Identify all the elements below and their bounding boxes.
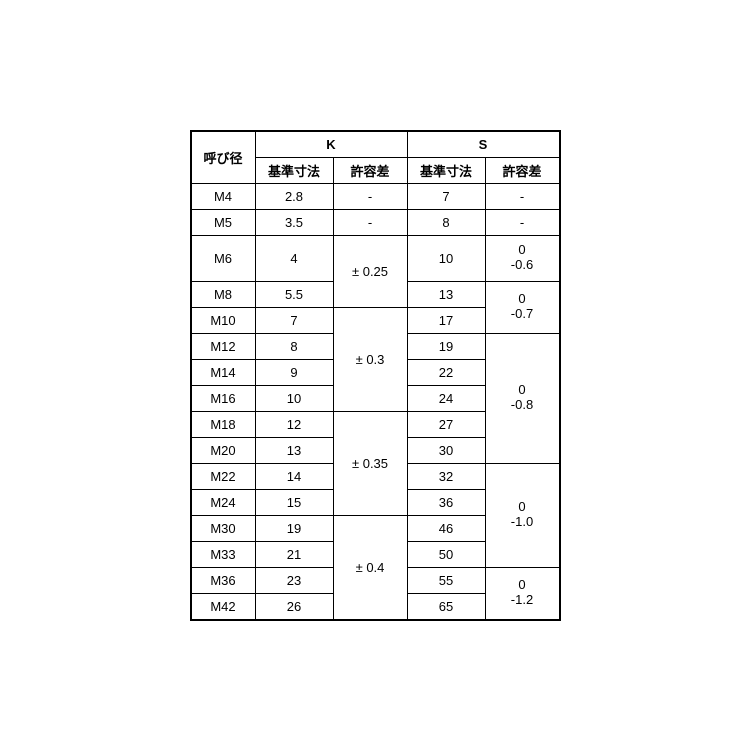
cell-stol: 0 -1.0 [485, 463, 559, 567]
cell-ktol: ± 0.25 [333, 235, 407, 307]
cell-s: 17 [407, 307, 485, 333]
cell-name: M10 [191, 307, 255, 333]
cell-k: 19 [255, 515, 333, 541]
stol-bot: -0.8 [486, 398, 559, 413]
stol-top: 0 [486, 243, 559, 258]
header-s-val: 基準寸法 [407, 157, 485, 183]
cell-name: M30 [191, 515, 255, 541]
cell-name: M18 [191, 411, 255, 437]
table-row: M5 3.5 - 8 - [191, 209, 559, 235]
cell-name: M16 [191, 385, 255, 411]
cell-name: M12 [191, 333, 255, 359]
cell-k: 14 [255, 463, 333, 489]
cell-k: 9 [255, 359, 333, 385]
header-row-1: 呼び径 K S [191, 131, 559, 157]
cell-name: M24 [191, 489, 255, 515]
cell-k: 2.8 [255, 183, 333, 209]
cell-s: 50 [407, 541, 485, 567]
dimension-table-container: 呼び径 K S 基準寸法 許容差 基準寸法 許容差 M4 2.8 - 7 - M… [190, 130, 561, 621]
cell-ktol: ± 0.35 [333, 411, 407, 515]
cell-name: M6 [191, 235, 255, 281]
cell-s: 27 [407, 411, 485, 437]
table-row: M4 2.8 - 7 - [191, 183, 559, 209]
cell-name: M5 [191, 209, 255, 235]
cell-ktol: - [333, 183, 407, 209]
header-k-group: K [255, 131, 407, 157]
cell-ktol: ± 0.3 [333, 307, 407, 411]
stol-bot: -1.2 [486, 593, 559, 608]
cell-k: 12 [255, 411, 333, 437]
cell-s: 10 [407, 235, 485, 281]
stol-bot: -1.0 [486, 515, 559, 530]
cell-ktol: - [333, 209, 407, 235]
cell-k: 7 [255, 307, 333, 333]
cell-k: 21 [255, 541, 333, 567]
table-row: M6 4 ± 0.25 10 0 -0.6 [191, 235, 559, 281]
cell-name: M36 [191, 567, 255, 593]
cell-s: 22 [407, 359, 485, 385]
stol-top: 0 [486, 383, 559, 398]
cell-k: 5.5 [255, 281, 333, 307]
cell-k: 23 [255, 567, 333, 593]
cell-stol: 0 -0.8 [485, 333, 559, 463]
cell-s: 30 [407, 437, 485, 463]
cell-s: 55 [407, 567, 485, 593]
cell-name: M4 [191, 183, 255, 209]
cell-k: 13 [255, 437, 333, 463]
cell-s: 46 [407, 515, 485, 541]
stol-bot: -0.6 [486, 258, 559, 273]
cell-s: 13 [407, 281, 485, 307]
cell-s: 8 [407, 209, 485, 235]
cell-s: 32 [407, 463, 485, 489]
header-k-tol: 許容差 [333, 157, 407, 183]
cell-s: 24 [407, 385, 485, 411]
header-s-group: S [407, 131, 559, 157]
cell-stol: - [485, 183, 559, 209]
stol-top: 0 [486, 500, 559, 515]
cell-name: M42 [191, 593, 255, 619]
stol-bot: -0.7 [486, 307, 559, 322]
cell-stol: 0 -0.6 [485, 235, 559, 281]
stol-top: 0 [486, 578, 559, 593]
cell-stol: 0 -0.7 [485, 281, 559, 333]
cell-k: 3.5 [255, 209, 333, 235]
dimension-table: 呼び径 K S 基準寸法 許容差 基準寸法 許容差 M4 2.8 - 7 - M… [191, 131, 560, 620]
cell-k: 15 [255, 489, 333, 515]
cell-name: M33 [191, 541, 255, 567]
header-s-tol: 許容差 [485, 157, 559, 183]
cell-k: 10 [255, 385, 333, 411]
cell-name: M8 [191, 281, 255, 307]
cell-name: M22 [191, 463, 255, 489]
cell-stol: 0 -1.2 [485, 567, 559, 619]
cell-s: 19 [407, 333, 485, 359]
header-k-val: 基準寸法 [255, 157, 333, 183]
cell-name: M14 [191, 359, 255, 385]
cell-s: 36 [407, 489, 485, 515]
cell-s: 65 [407, 593, 485, 619]
stol-top: 0 [486, 292, 559, 307]
cell-stol: - [485, 209, 559, 235]
cell-s: 7 [407, 183, 485, 209]
cell-k: 26 [255, 593, 333, 619]
cell-k: 8 [255, 333, 333, 359]
cell-k: 4 [255, 235, 333, 281]
cell-ktol: ± 0.4 [333, 515, 407, 619]
cell-name: M20 [191, 437, 255, 463]
header-name: 呼び径 [191, 131, 255, 183]
